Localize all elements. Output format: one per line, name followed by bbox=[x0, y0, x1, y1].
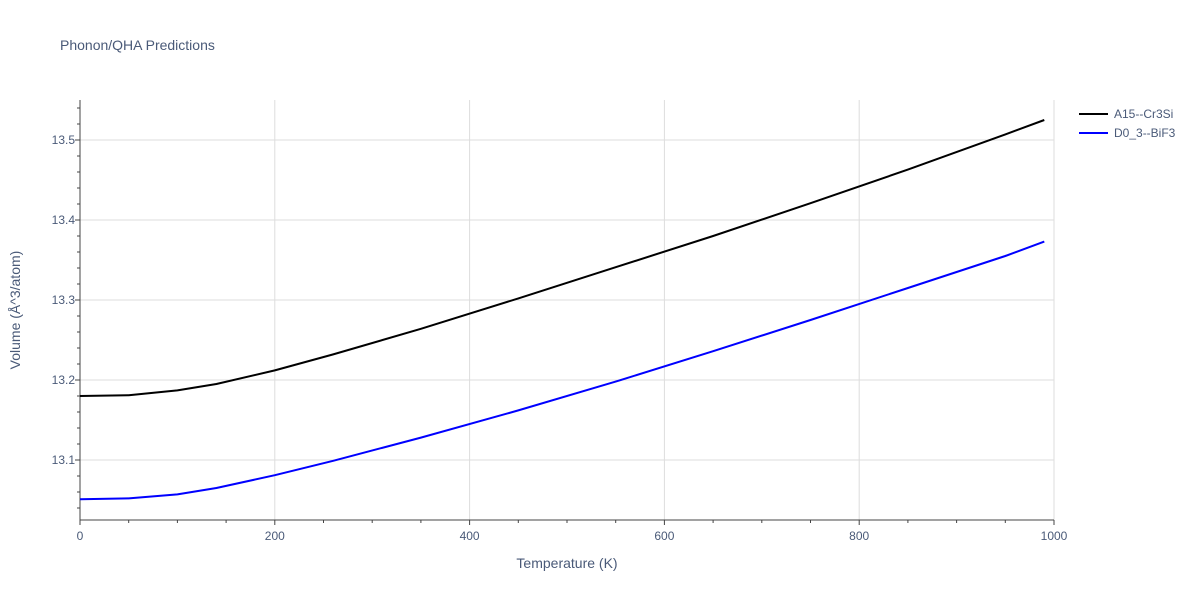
x-tick-label: 1000 bbox=[1041, 529, 1068, 543]
x-axis-title: Temperature (K) bbox=[516, 555, 617, 571]
y-axis-title: Volume (Å^3/atom) bbox=[7, 251, 23, 370]
legend-label: A15--Cr3Si bbox=[1114, 107, 1173, 121]
legend[interactable]: A15--Cr3Si D0_3--BiF3 bbox=[1079, 107, 1176, 140]
x-tick-label: 0 bbox=[77, 529, 84, 543]
series-layer bbox=[79, 119, 1045, 501]
y-tick-label: 13.5 bbox=[52, 133, 76, 147]
series-line-2 bbox=[79, 240, 1045, 501]
chart-title: Phonon/QHA Predictions bbox=[60, 37, 215, 53]
x-tick-label: 800 bbox=[849, 529, 869, 543]
x-tick-label: 200 bbox=[265, 529, 285, 543]
legend-label: D0_3--BiF3 bbox=[1114, 126, 1176, 140]
series-line-1 bbox=[79, 119, 1045, 397]
legend-item[interactable]: A15--Cr3Si bbox=[1079, 107, 1173, 121]
axes: 0 200 400 600 800 1000 13.1 13.2 13.3 13.4 13.5 bbox=[52, 100, 1068, 543]
x-tick-label: 600 bbox=[654, 529, 674, 543]
grid bbox=[80, 100, 1055, 520]
y-tick-label: 13.4 bbox=[52, 213, 76, 227]
y-tick-label: 13.3 bbox=[52, 293, 76, 307]
x-tick-label: 400 bbox=[460, 529, 480, 543]
y-tick-label: 13.2 bbox=[52, 373, 76, 387]
y-tick-label: 13.1 bbox=[52, 453, 76, 467]
legend-item[interactable]: D0_3--BiF3 bbox=[1079, 126, 1176, 140]
